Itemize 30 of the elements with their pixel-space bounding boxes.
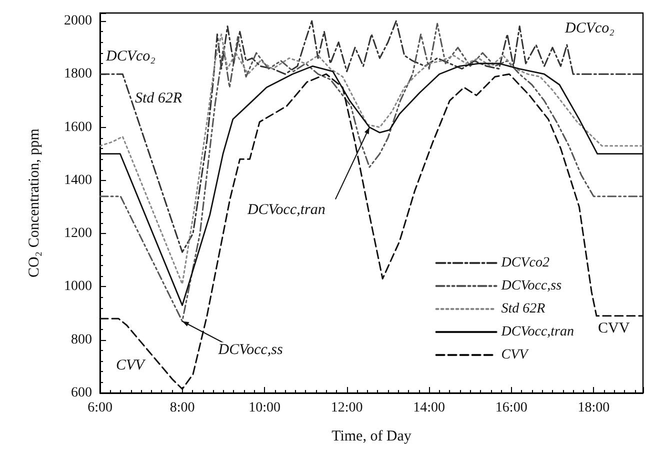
x-tick-label: 18:00 [578, 400, 610, 416]
y-tick-label: 1600 [64, 120, 92, 135]
annotation: DCVocc,tran [246, 202, 326, 218]
legend-label: Std 62R [501, 302, 546, 316]
y-axis-title: CO₂ Concentration, ppm [26, 128, 42, 278]
x-tick-label: 6:00 [88, 400, 112, 416]
y-tick-label: 1800 [64, 66, 92, 82]
x-tick-label: 10:00 [248, 400, 280, 416]
x-tick-label: 14:00 [413, 400, 446, 416]
x-tick-label: 12:00 [330, 400, 363, 416]
annotation: CVV [116, 358, 146, 374]
y-tick-label: 1200 [64, 226, 92, 242]
line-series [99, 20, 644, 253]
annotation: DCVocc,ss [217, 342, 284, 358]
y-tick-label: 1000 [64, 279, 92, 294]
annotation: DCVco₂ [105, 48, 156, 64]
y-tick-label: 800 [71, 332, 92, 348]
legend-label: DCVocc,ss [500, 278, 562, 294]
y-tick-label: 600 [71, 386, 92, 400]
y-tick-label: 1400 [64, 172, 92, 188]
x-tick-label: 8:00 [170, 400, 195, 416]
annotation: Std 62R [135, 90, 182, 106]
legend-label: DCVco2 [500, 256, 550, 270]
annotation: DCVco₂ [564, 20, 614, 36]
legend-label: DCVocc,tran [500, 324, 574, 340]
x-tick-label: 16:00 [495, 400, 528, 416]
legend-label: CVV [501, 348, 530, 362]
x-axis-title: Time, of Day [332, 428, 412, 444]
y-tick-label: 2000 [64, 13, 92, 28]
annotation: CVV [598, 320, 630, 336]
